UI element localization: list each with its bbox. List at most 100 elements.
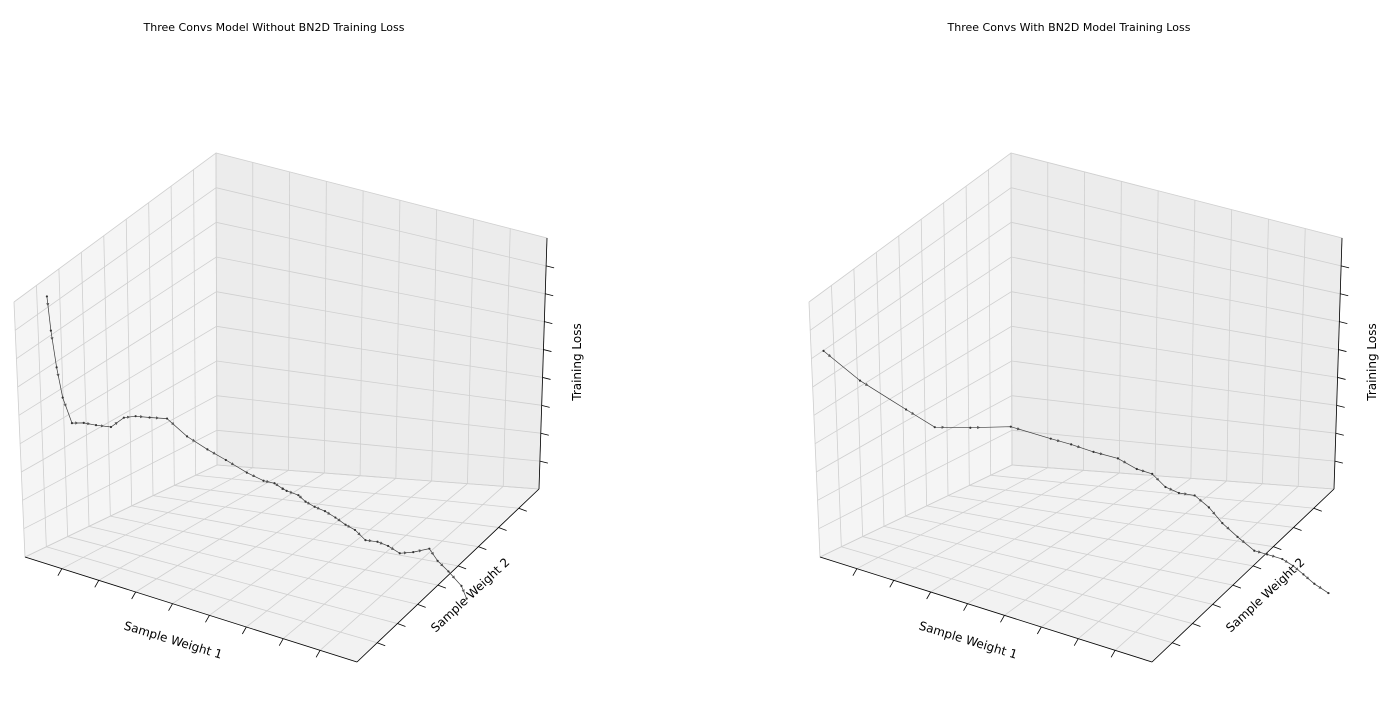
grid-line [841,546,1173,644]
step-arrow [1099,452,1104,456]
data-point [122,416,125,419]
grid-line [282,483,468,639]
step-arrow [1241,539,1246,544]
data-point [262,479,265,482]
data-point [1221,522,1224,525]
data-point [1327,591,1330,595]
z-tick [543,349,552,352]
y-tick [1192,623,1201,627]
grid-line [988,169,992,476]
data-point [1151,472,1154,476]
data-point [1116,457,1120,460]
y-tick [377,642,386,647]
data-point [82,421,85,424]
step-arrow [357,532,361,536]
grid-line [110,515,438,586]
y-tick [437,584,447,589]
y-tick [478,546,487,551]
data-point [297,494,300,497]
grid-line [209,478,397,616]
step-arrow [1318,585,1323,589]
data-point [386,544,390,548]
step-arrow [1169,487,1173,491]
data-point [148,416,151,419]
y-axis-line [1151,488,1335,663]
x-tick [1036,626,1042,635]
step-arrow [941,425,945,429]
step-arrow [379,541,384,545]
data-point [1302,573,1305,576]
data-point [313,505,316,508]
grid-line [174,485,499,528]
data-point [1236,535,1239,538]
grid-line [893,469,1084,581]
step-arrow [316,506,321,510]
data-point [285,489,288,492]
grid-line [1226,209,1233,482]
z-tick [545,293,554,297]
x-tick [278,638,284,646]
data-point [61,396,64,399]
step-arrow [307,501,311,505]
z-tick [546,265,555,269]
x-tick [963,603,968,611]
step-arrow [266,479,270,483]
grid-line [359,190,364,476]
x-tick [241,626,247,635]
data-point [94,424,98,427]
z-tick [1337,377,1346,380]
grid-line [58,268,69,537]
grid-line [930,472,1120,593]
data-point [1253,549,1256,552]
step-arrow [1016,427,1021,431]
grid-line [288,171,290,471]
axes-panes [13,152,548,663]
grid-line [1297,228,1306,487]
grid-line [195,474,519,509]
grid-line [920,219,928,506]
data-point [344,523,347,526]
grid-line [323,181,327,474]
grid-line [88,525,418,605]
step-arrow [368,539,373,543]
grid-line [947,495,1274,548]
step-arrow [418,549,423,553]
step-arrow [252,474,256,477]
step-arrow [140,415,144,419]
grid-line [246,480,432,628]
z-axis-label: Training Loss [1365,323,1379,401]
data-point [70,422,74,425]
data-point [428,547,431,550]
data-point [109,425,113,429]
grid-line [926,505,1254,567]
x-tick [205,615,210,623]
x-tick [94,580,100,588]
z-tick [544,321,553,325]
grid-line [67,536,398,624]
grid-line [98,469,289,581]
z-axis-line [1333,237,1343,490]
grid-line [502,228,511,487]
y-axis-line [356,488,540,663]
grid-line [853,268,864,537]
z-tick [1334,460,1343,464]
x-tick [57,568,63,576]
grid-line [216,464,540,490]
step-arrow [440,563,444,567]
step-arrow [275,483,279,487]
x-tick [131,591,137,600]
grid-line [808,152,1343,303]
z-axis-label: Training Loss [570,323,584,401]
grid-line [943,202,949,496]
data-point [281,487,284,490]
z-tick [541,404,550,408]
step-arrow [171,421,175,426]
axes-edges [24,237,548,663]
data-point [412,551,415,554]
data-point [1049,437,1052,440]
y-tick [1172,642,1181,647]
y-tick [518,507,527,512]
step-arrow [1271,554,1276,558]
x-tick [1073,638,1079,646]
y-tick [1212,603,1221,608]
